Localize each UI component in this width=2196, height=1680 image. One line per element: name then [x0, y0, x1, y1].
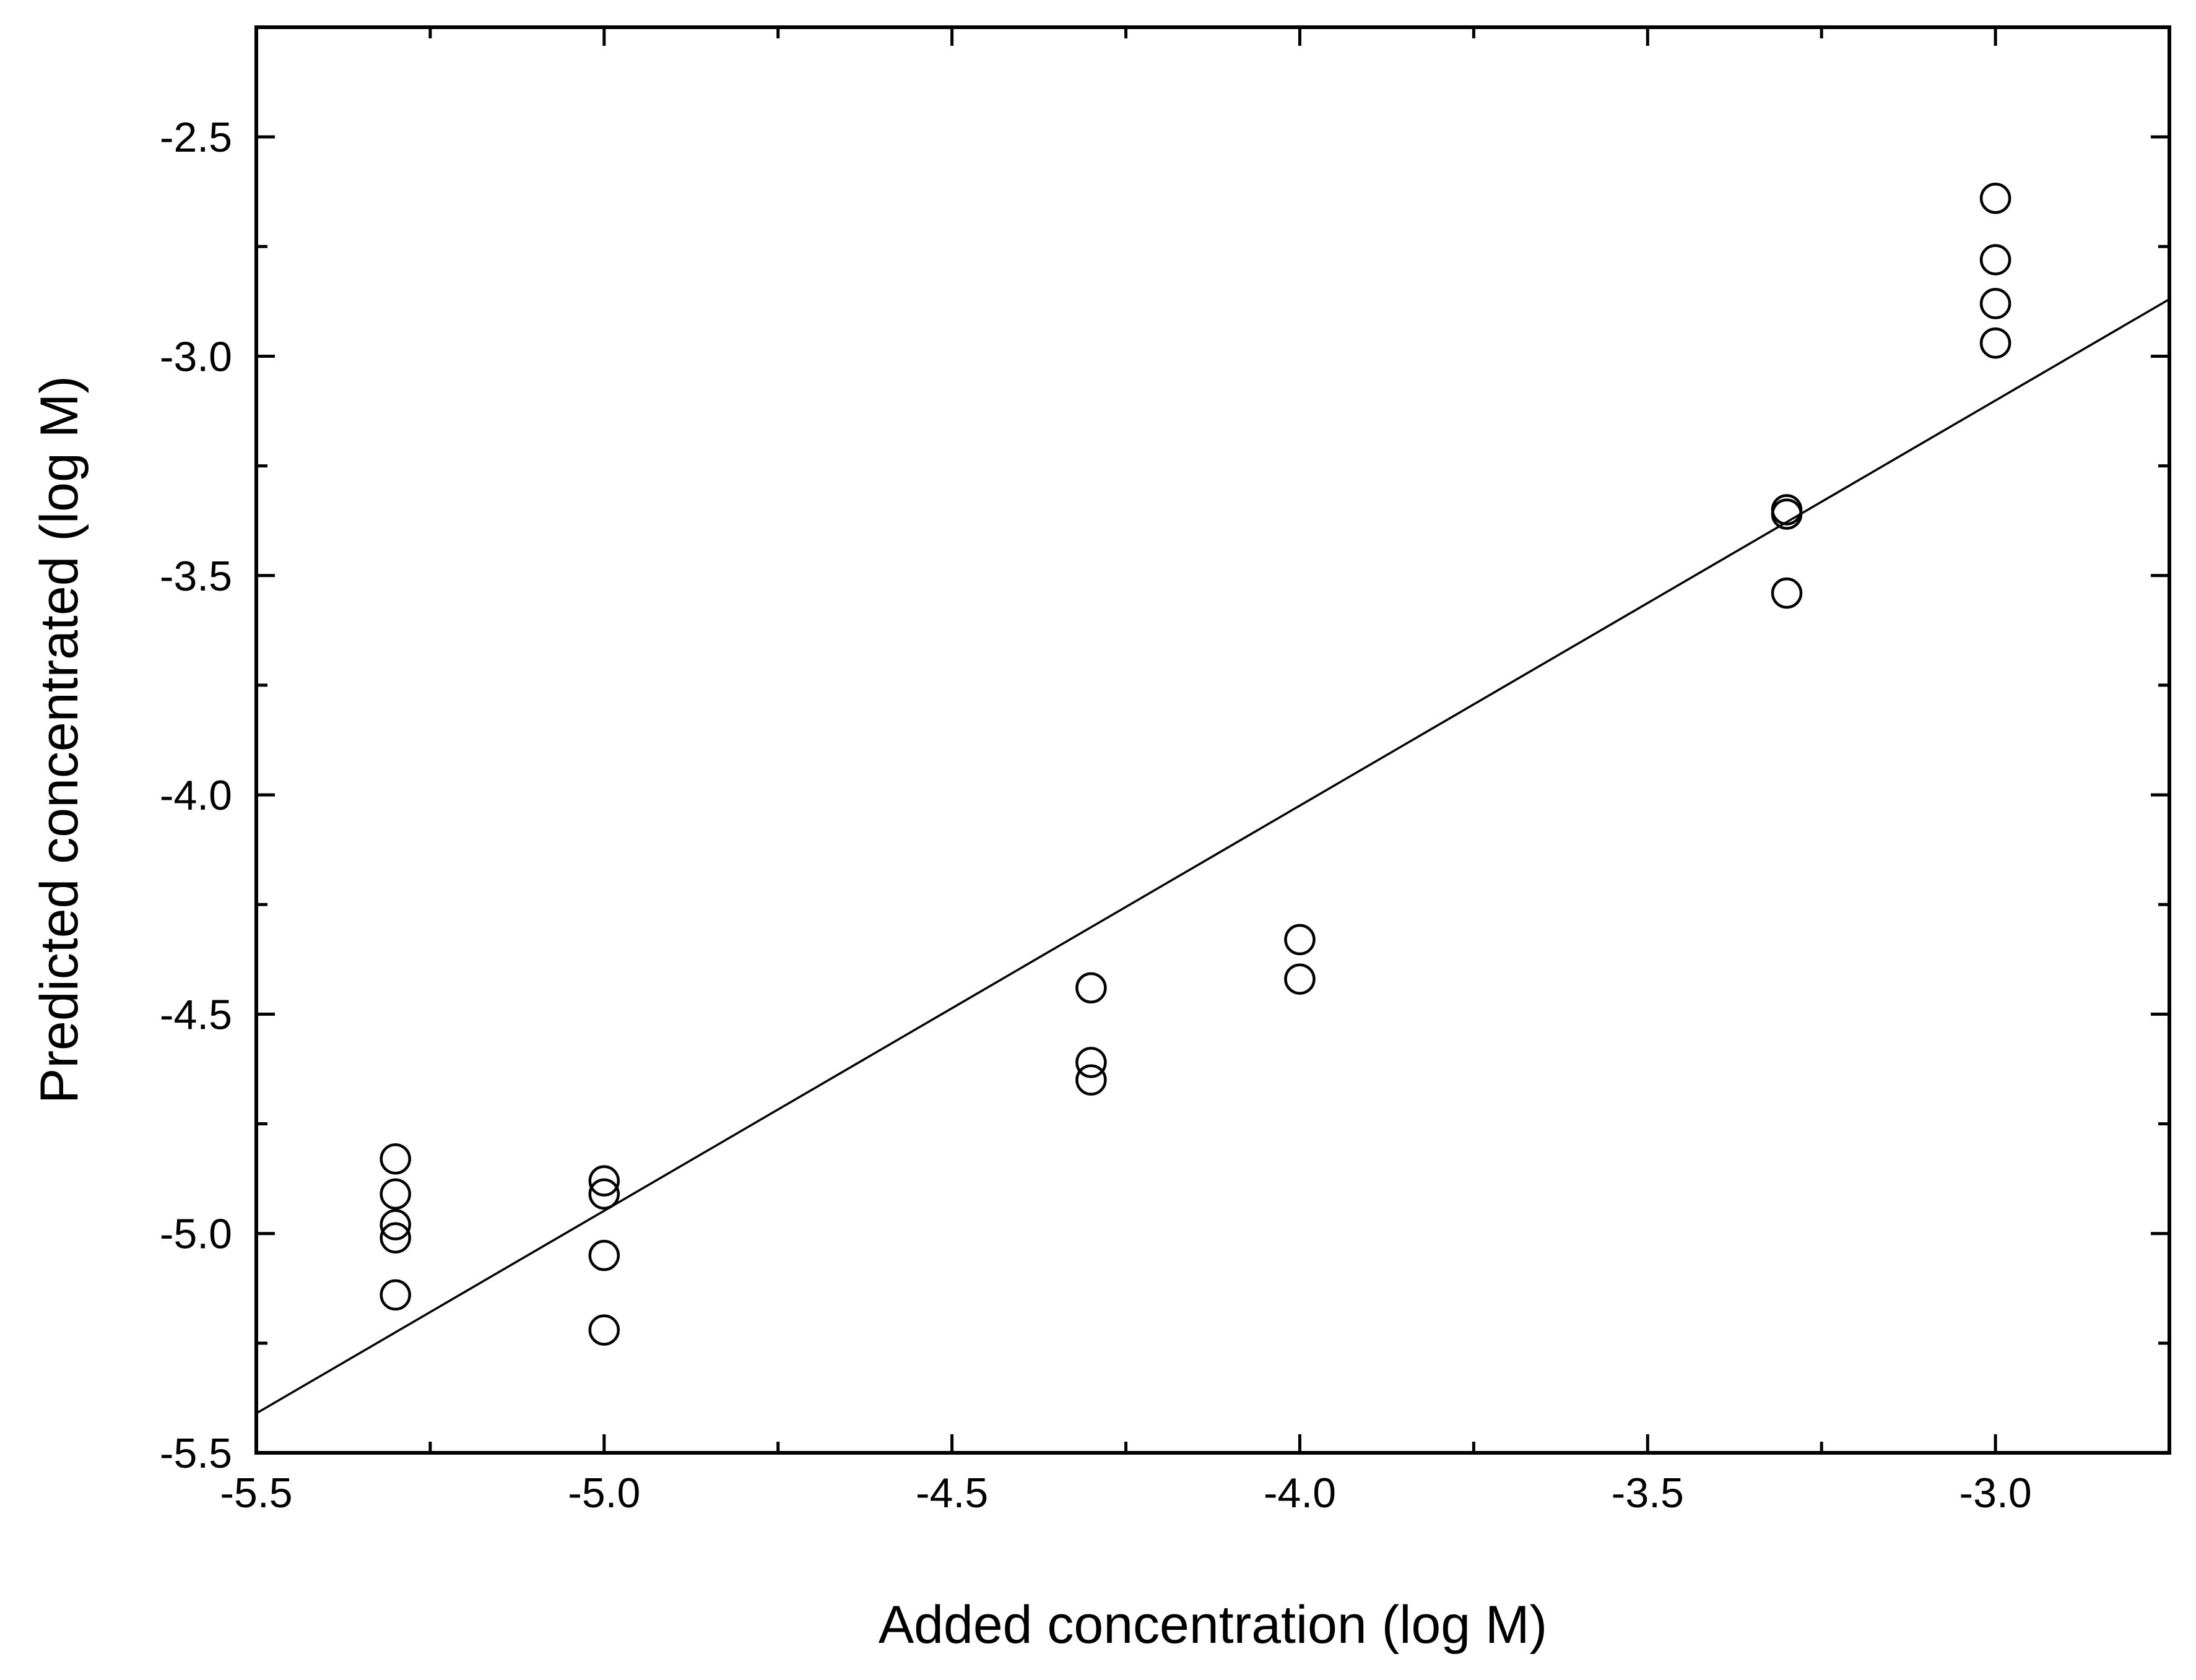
data-point: [1771, 577, 1803, 609]
data-point: [1979, 244, 2012, 275]
data-point: [588, 1165, 620, 1197]
y-tick-label: -5.5: [160, 1430, 232, 1477]
y-axis-title: Predicted concentrated (log M): [30, 376, 89, 1104]
data-points-layer: [380, 183, 2012, 1346]
data-point: [1075, 1064, 1107, 1096]
x-axis-title: Added concentration (log M): [879, 1595, 1547, 1655]
data-point: [380, 1222, 411, 1254]
y-tick-label: -2.5: [160, 114, 232, 161]
data-point: [588, 1239, 620, 1271]
data-point: [1284, 924, 1316, 956]
plot-frame: [254, 25, 2171, 1455]
x-tick-label: -5.0: [568, 1470, 640, 1517]
fit-line: [256, 298, 2170, 1414]
x-tick-label: -4.5: [916, 1470, 988, 1517]
data-point: [1979, 327, 2012, 359]
data-point: [588, 1178, 620, 1210]
data-point: [380, 1178, 411, 1210]
data-point: [1284, 963, 1316, 995]
y-tick-label: -4.5: [160, 991, 232, 1038]
data-point: [588, 1314, 620, 1346]
y-tick-label: -5.0: [160, 1211, 232, 1258]
ticks-layer: [254, 27, 2171, 1455]
x-tick-label: -5.5: [220, 1470, 292, 1517]
data-point: [380, 1279, 411, 1311]
x-tick-label: -3.0: [1959, 1470, 2031, 1517]
y-tick-label: -3.5: [160, 553, 232, 600]
y-tick-label: -4.0: [160, 772, 232, 819]
x-tick-labels: -5.5 -5.0 -4.5 -4.0 -3.5 -3.0: [220, 1470, 2031, 1517]
data-point: [380, 1209, 411, 1241]
data-point: [1075, 1047, 1107, 1078]
data-point: [1075, 972, 1107, 1004]
x-tick-label: -3.5: [1612, 1470, 1684, 1517]
x-tick-label: -4.0: [1264, 1470, 1336, 1517]
y-tick-label: -3.0: [160, 333, 232, 380]
y-tick-labels: -5.5 -5.0 -4.5 -4.0 -3.5 -3.0 -2.5: [160, 114, 232, 1477]
data-point: [1979, 288, 2012, 319]
fit-line-layer: [256, 298, 2170, 1414]
data-point: [1979, 183, 2012, 214]
data-point: [380, 1143, 411, 1175]
data-point: [1771, 498, 1803, 530]
